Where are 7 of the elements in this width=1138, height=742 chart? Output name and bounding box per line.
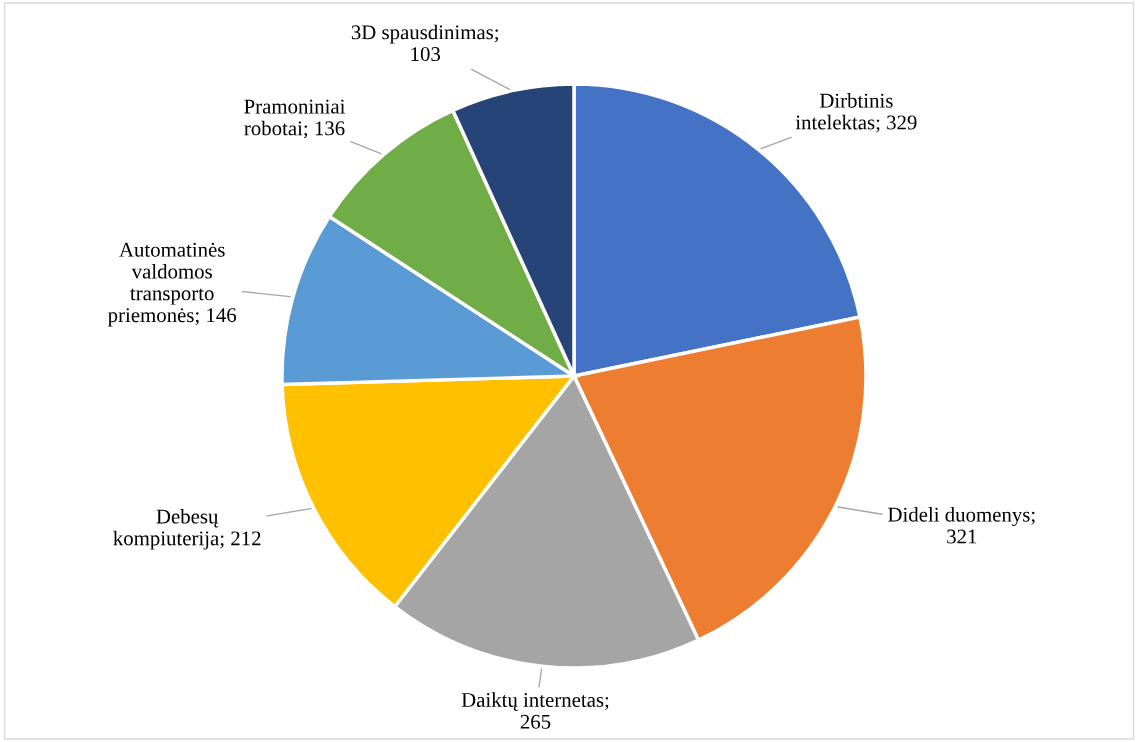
slice-label: Debesų kompiuterija; 212 xyxy=(113,508,261,550)
slice-label: Automatinės valdomos transporto priemonės; 146 xyxy=(108,242,237,327)
slice-label: 3D spausdinimas; 103 xyxy=(351,24,498,62)
slice-label: Dirbtinis intelektas; 329 xyxy=(795,93,917,133)
slice-label: Daiktų internetas; 265 xyxy=(461,692,609,729)
slice-label: Dideli duomenys; 321 xyxy=(888,507,1035,544)
slice-label: Pramoniniai robotai; 136 xyxy=(244,99,346,139)
